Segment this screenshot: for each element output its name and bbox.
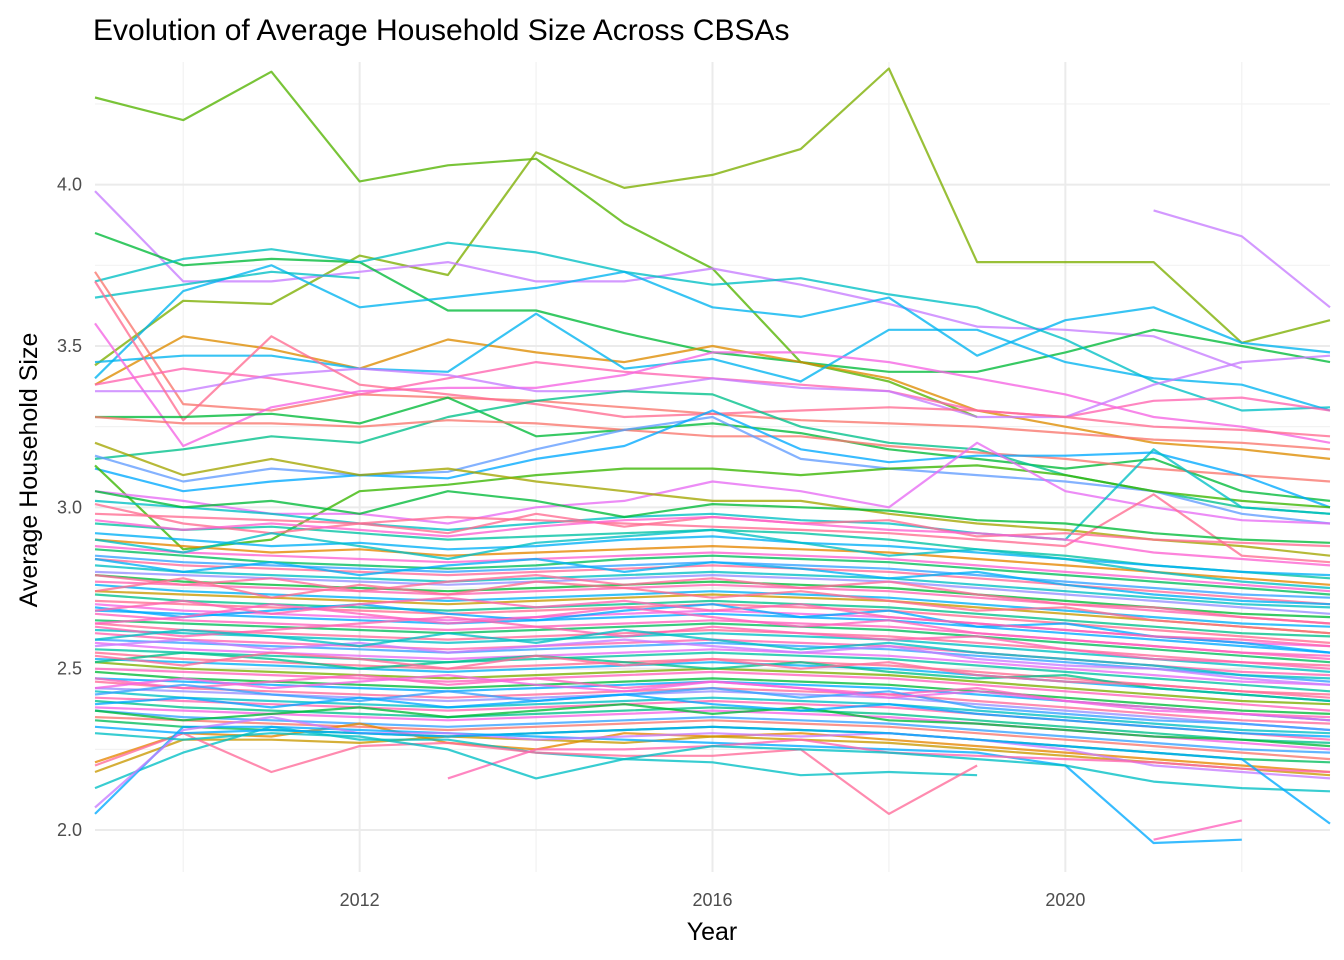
x-axis-title: Year bbox=[687, 918, 738, 946]
series-line-10 bbox=[94, 312, 1331, 412]
x-tick-label: 2012 bbox=[340, 890, 380, 910]
series-line-28 bbox=[94, 538, 1331, 586]
series-line-94 bbox=[94, 693, 1331, 738]
series-line-78 bbox=[94, 515, 1331, 567]
series-line-52 bbox=[94, 657, 1331, 703]
x-tick-label: 2020 bbox=[1045, 890, 1085, 910]
series-line-86 bbox=[94, 683, 1331, 732]
series-line-30 bbox=[94, 548, 1331, 596]
series-line-14 bbox=[95, 354, 1331, 419]
series-line-20 bbox=[94, 409, 1331, 509]
series-line-95 bbox=[94, 603, 1331, 661]
series-line-93 bbox=[94, 674, 1331, 722]
series-line-33 bbox=[94, 564, 1331, 609]
series-line-4 bbox=[1153, 209, 1331, 309]
series-line-21 bbox=[94, 464, 1331, 551]
series-line-19 bbox=[94, 415, 1331, 525]
series-line-87 bbox=[94, 703, 1331, 748]
series-line-18 bbox=[94, 415, 1331, 483]
y-tick-label: 3.0 bbox=[57, 497, 82, 517]
series-line-55 bbox=[94, 670, 1331, 715]
y-tick-label: 2.0 bbox=[57, 820, 82, 840]
series-line-75 bbox=[94, 725, 1331, 825]
series-line-69 bbox=[94, 732, 978, 815]
x-axis-tick-labels: 2012 2016 2020 bbox=[340, 890, 1086, 910]
series-line-7 bbox=[94, 264, 1331, 380]
series-line-92 bbox=[94, 651, 1331, 699]
y-tick-label: 2.5 bbox=[57, 659, 82, 679]
y-tick-label: 4.0 bbox=[57, 175, 82, 195]
series-line-27 bbox=[94, 532, 1331, 577]
series-line-89 bbox=[94, 557, 1331, 606]
series-line-79 bbox=[94, 528, 1331, 590]
series-line-88 bbox=[94, 577, 1331, 635]
series-line-74 bbox=[94, 732, 1331, 793]
series-line-3 bbox=[94, 190, 1243, 370]
series-line-15 bbox=[94, 280, 1331, 438]
series-line-77 bbox=[94, 490, 1331, 544]
chart-title: Evolution of Average Household Size Acro… bbox=[93, 14, 790, 47]
series-line-39 bbox=[94, 593, 1331, 638]
series-line-42 bbox=[94, 609, 1331, 654]
x-tick-label: 2016 bbox=[692, 890, 732, 910]
series-line-8 bbox=[94, 270, 360, 299]
series-line-82 bbox=[94, 616, 1331, 670]
series-line-70 bbox=[94, 725, 1242, 845]
series-lines bbox=[94, 67, 1331, 845]
series-line-83 bbox=[94, 638, 1331, 686]
series-line-38 bbox=[94, 590, 1331, 635]
series-line-16 bbox=[95, 396, 1331, 502]
series-line-22 bbox=[94, 441, 1331, 525]
series-line-64 bbox=[94, 716, 1331, 761]
series-line-54 bbox=[94, 667, 1331, 712]
series-line-71 bbox=[1153, 819, 1243, 841]
series-line-29 bbox=[94, 545, 1331, 593]
series-line-91 bbox=[94, 628, 1331, 680]
series-line-32 bbox=[94, 557, 1331, 606]
series-line-50 bbox=[94, 648, 1331, 693]
series-line-90 bbox=[94, 596, 1331, 648]
y-tick-label: 3.5 bbox=[57, 336, 82, 356]
series-line-25 bbox=[94, 493, 1331, 564]
series-line-13 bbox=[94, 322, 1331, 448]
series-line-36 bbox=[94, 580, 1331, 625]
series-line-2 bbox=[94, 67, 1331, 367]
series-line-59 bbox=[94, 690, 1331, 735]
y-axis-tick-labels: 2.0 2.5 3.0 3.5 4.0 bbox=[57, 175, 82, 840]
series-line-45 bbox=[94, 622, 1331, 667]
series-line-24 bbox=[94, 448, 1331, 541]
series-line-80 bbox=[94, 574, 1331, 625]
series-line-34 bbox=[94, 570, 1331, 615]
y-axis-title: Average Household Size bbox=[15, 333, 43, 608]
series-line-6 bbox=[94, 241, 1331, 412]
